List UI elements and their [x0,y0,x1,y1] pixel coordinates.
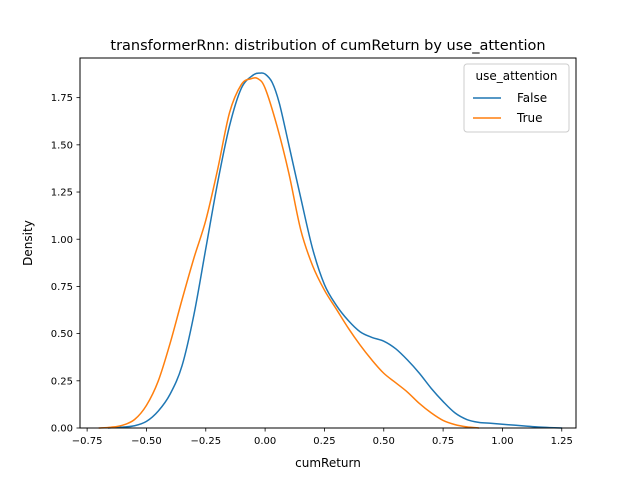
y-tick-label: 1.25 [51,188,73,199]
x-tick-label: 1.25 [551,436,573,447]
legend-label-false: False [517,91,547,105]
x-tick-label: 0.75 [432,436,454,447]
chart-title: transformerRnn: distribution of cumRetur… [110,38,545,54]
legend-title: use_attention [476,69,558,83]
x-tick-label: 0.00 [254,436,276,447]
plot-lines [98,72,563,429]
y-tick-label: 1.00 [51,235,73,246]
y-tick-label: 0.75 [51,282,73,293]
x-tick-label: −0.25 [190,436,221,447]
x-tick-label: 1.00 [491,436,513,447]
series-line-true [98,77,480,429]
x-axis-label: cumReturn [295,456,361,470]
y-tick-label: 0.00 [51,424,73,435]
series-line-false [107,72,563,429]
y-tick-label: 0.50 [51,329,73,340]
x-axis-ticks: −0.75 −0.50 −0.25 0.00 0.25 0.50 0.75 1.00 1.25 [72,428,573,447]
plot-frame [79,57,577,429]
y-axis-label: Density [21,220,35,266]
x-tick-label: 0.25 [313,436,335,447]
legend-box [463,63,570,133]
legend-label-true: True [516,111,543,125]
legend: use_attention False True [463,63,570,133]
y-tick-label: 1.75 [51,93,73,104]
y-axis-ticks: 0.00 0.25 0.50 0.75 1.00 1.25 1.50 1.75 [51,93,80,435]
y-tick-label: 0.25 [51,376,73,387]
y-tick-label: 1.50 [51,140,73,151]
x-tick-label: −0.50 [131,436,162,447]
x-tick-label: 0.50 [373,436,395,447]
x-tick-label: −0.75 [72,436,103,447]
